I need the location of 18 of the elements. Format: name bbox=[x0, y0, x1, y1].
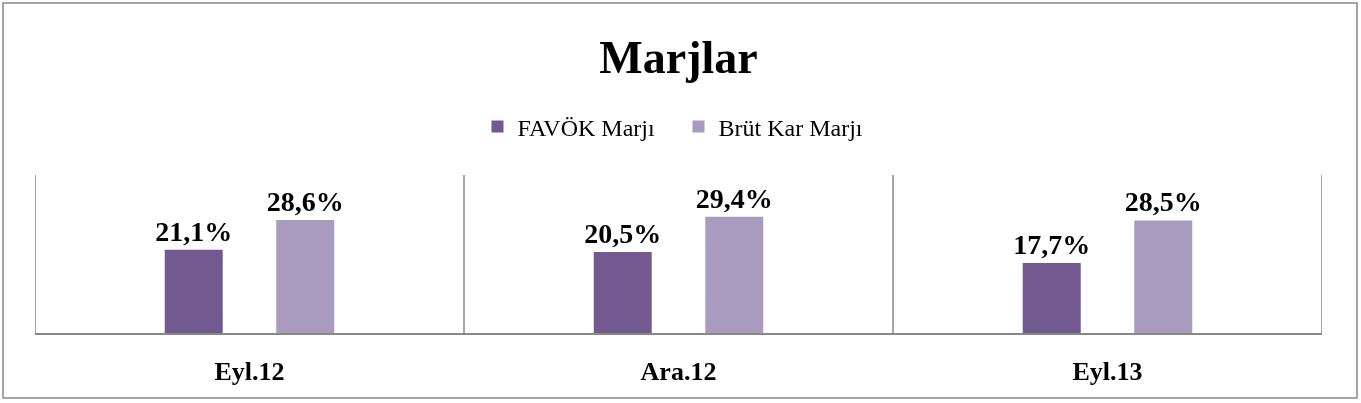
legend-label: Brüt Kar Marjı bbox=[718, 114, 863, 141]
bar bbox=[1022, 263, 1081, 333]
bar bbox=[164, 249, 223, 333]
bar bbox=[1134, 220, 1193, 333]
data-label: 28,5% bbox=[1124, 186, 1202, 218]
chart-title: Marjlar bbox=[599, 32, 758, 84]
data-label: 20,5% bbox=[584, 218, 662, 250]
bar bbox=[276, 220, 335, 333]
x-tick-label: Eyl.13 bbox=[1072, 356, 1143, 386]
x-tick-label: Eyl.12 bbox=[214, 356, 285, 386]
x-tick-label: Ara.12 bbox=[640, 356, 717, 386]
data-label: 28,6% bbox=[266, 186, 344, 218]
data-label: 17,7% bbox=[1013, 229, 1091, 261]
bar bbox=[705, 216, 764, 333]
data-label: 21,1% bbox=[155, 215, 233, 247]
data-label: 29,4% bbox=[695, 182, 773, 214]
bar bbox=[593, 252, 652, 333]
legend-label: FAVÖK Marjı bbox=[517, 114, 655, 141]
